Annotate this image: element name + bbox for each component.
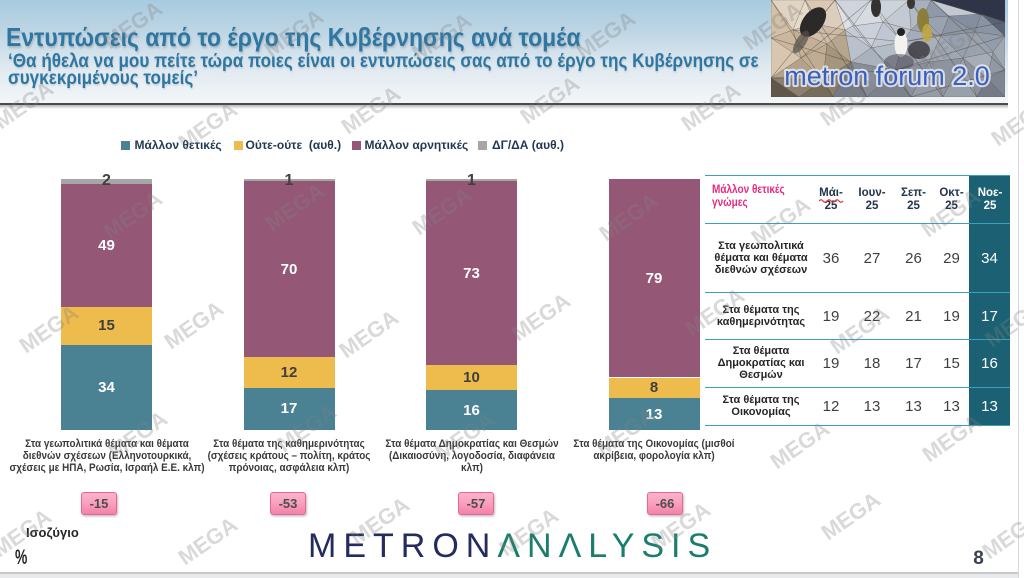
svg-text:MEGA: MEGA (817, 487, 885, 545)
svg-text:MEGA: MEGA (335, 305, 403, 363)
svg-text:MEGA: MEGA (160, 296, 228, 354)
svg-text:MEGA: MEGA (174, 512, 242, 570)
svg-text:metron forum 2.0: metron forum 2.0 (784, 61, 990, 91)
svg-text:metron forum 2.0: metron forum 2.0 (784, 61, 990, 91)
